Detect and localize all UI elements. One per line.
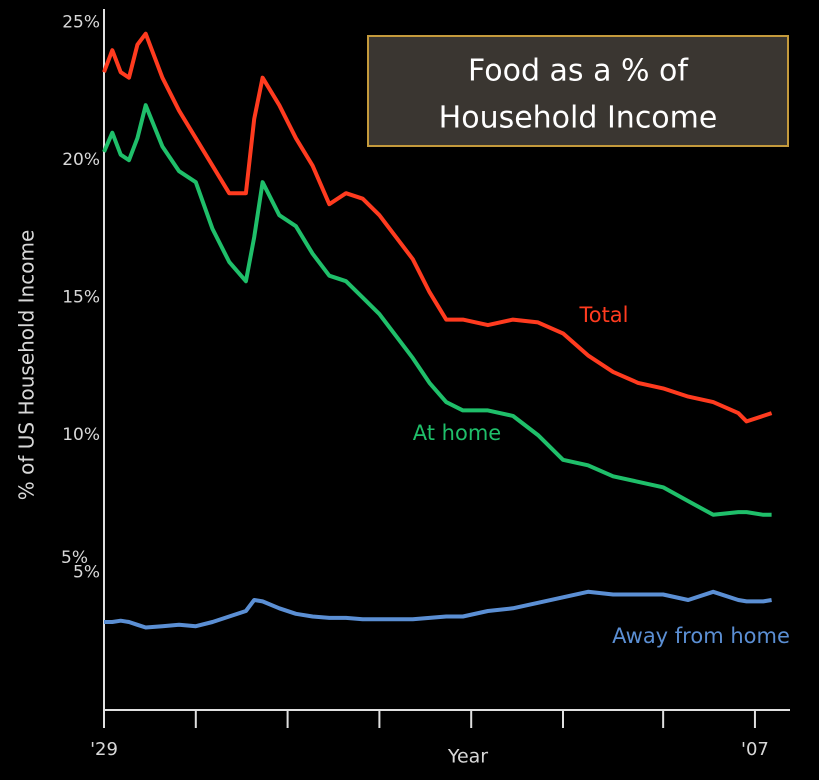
x-axis-label: Year (447, 746, 488, 768)
y-axis-label: % of US Household Income (15, 230, 39, 500)
annotation: 5% (61, 548, 88, 568)
y-tick-label: 20% (62, 150, 100, 170)
title-box (367, 35, 789, 147)
series-line (104, 589, 772, 630)
y-tick-label: 10% (62, 425, 100, 445)
y-tick-label: 5% (73, 563, 100, 583)
y-tick-label: 15% (62, 288, 100, 308)
y-tick-label: 25% (62, 13, 100, 33)
series-line (102, 103, 772, 517)
x-tick-label: '07 (741, 739, 769, 760)
series-label: At home (413, 421, 501, 445)
x-tick-label: '29 (90, 739, 118, 760)
series-label: Total (578, 303, 628, 327)
chart-title: Food as a % of (468, 54, 689, 89)
series-line (102, 31, 773, 424)
series-label: Away from home (612, 624, 790, 648)
chart-title: Household Income (439, 101, 718, 136)
